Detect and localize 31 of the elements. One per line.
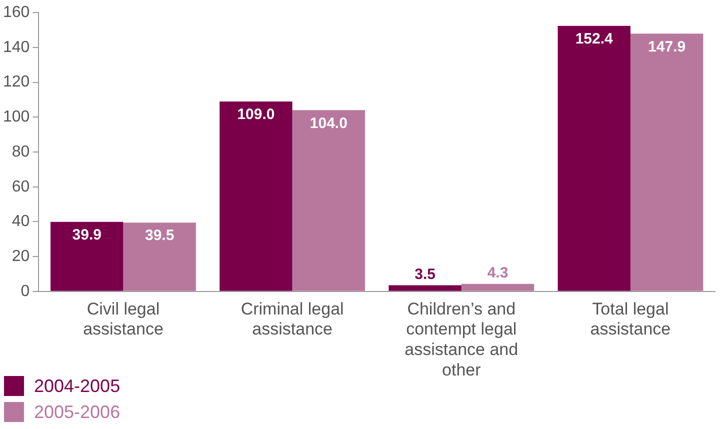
data-label: 39.9 [72, 226, 102, 244]
data-label: 147.9 [648, 38, 686, 56]
bar [558, 26, 630, 291]
y-tick-label: 0 [20, 282, 30, 300]
data-label: 3.5 [414, 266, 436, 283]
data-label: 152.4 [575, 30, 614, 48]
y-tick-label: 20 [12, 248, 30, 265]
y-tick-label: 140 [2, 38, 30, 56]
data-label: 104.0 [310, 114, 348, 132]
x-tick-label: Children’s and contempt legal assistance and other [404, 299, 518, 380]
bar [220, 101, 292, 291]
y-tick-label: 80 [12, 143, 30, 160]
bar [388, 285, 462, 291]
bar [292, 110, 366, 291]
y-tick-label: 40 [12, 213, 30, 230]
bar [461, 284, 534, 291]
legend-label: 2005-2006 [34, 402, 120, 422]
bar [630, 34, 704, 291]
legend-label: 2004-2005 [34, 376, 120, 396]
y-tick-label: 100 [2, 108, 30, 126]
data-label: 109.0 [237, 106, 275, 124]
x-tick-label: Total legal assistance [590, 299, 671, 339]
bar [50, 222, 124, 291]
x-tick-label: Civil legal assistance [83, 299, 164, 339]
data-label: 4.3 [487, 264, 508, 282]
x-tick-label: Criminal legal assistance [240, 299, 344, 339]
y-tick-label: 60 [12, 178, 30, 196]
y-tick-label: 120 [2, 74, 30, 91]
bar [123, 222, 196, 291]
data-label: 39.5 [144, 227, 174, 244]
y-tick-label: 160 [2, 4, 30, 22]
